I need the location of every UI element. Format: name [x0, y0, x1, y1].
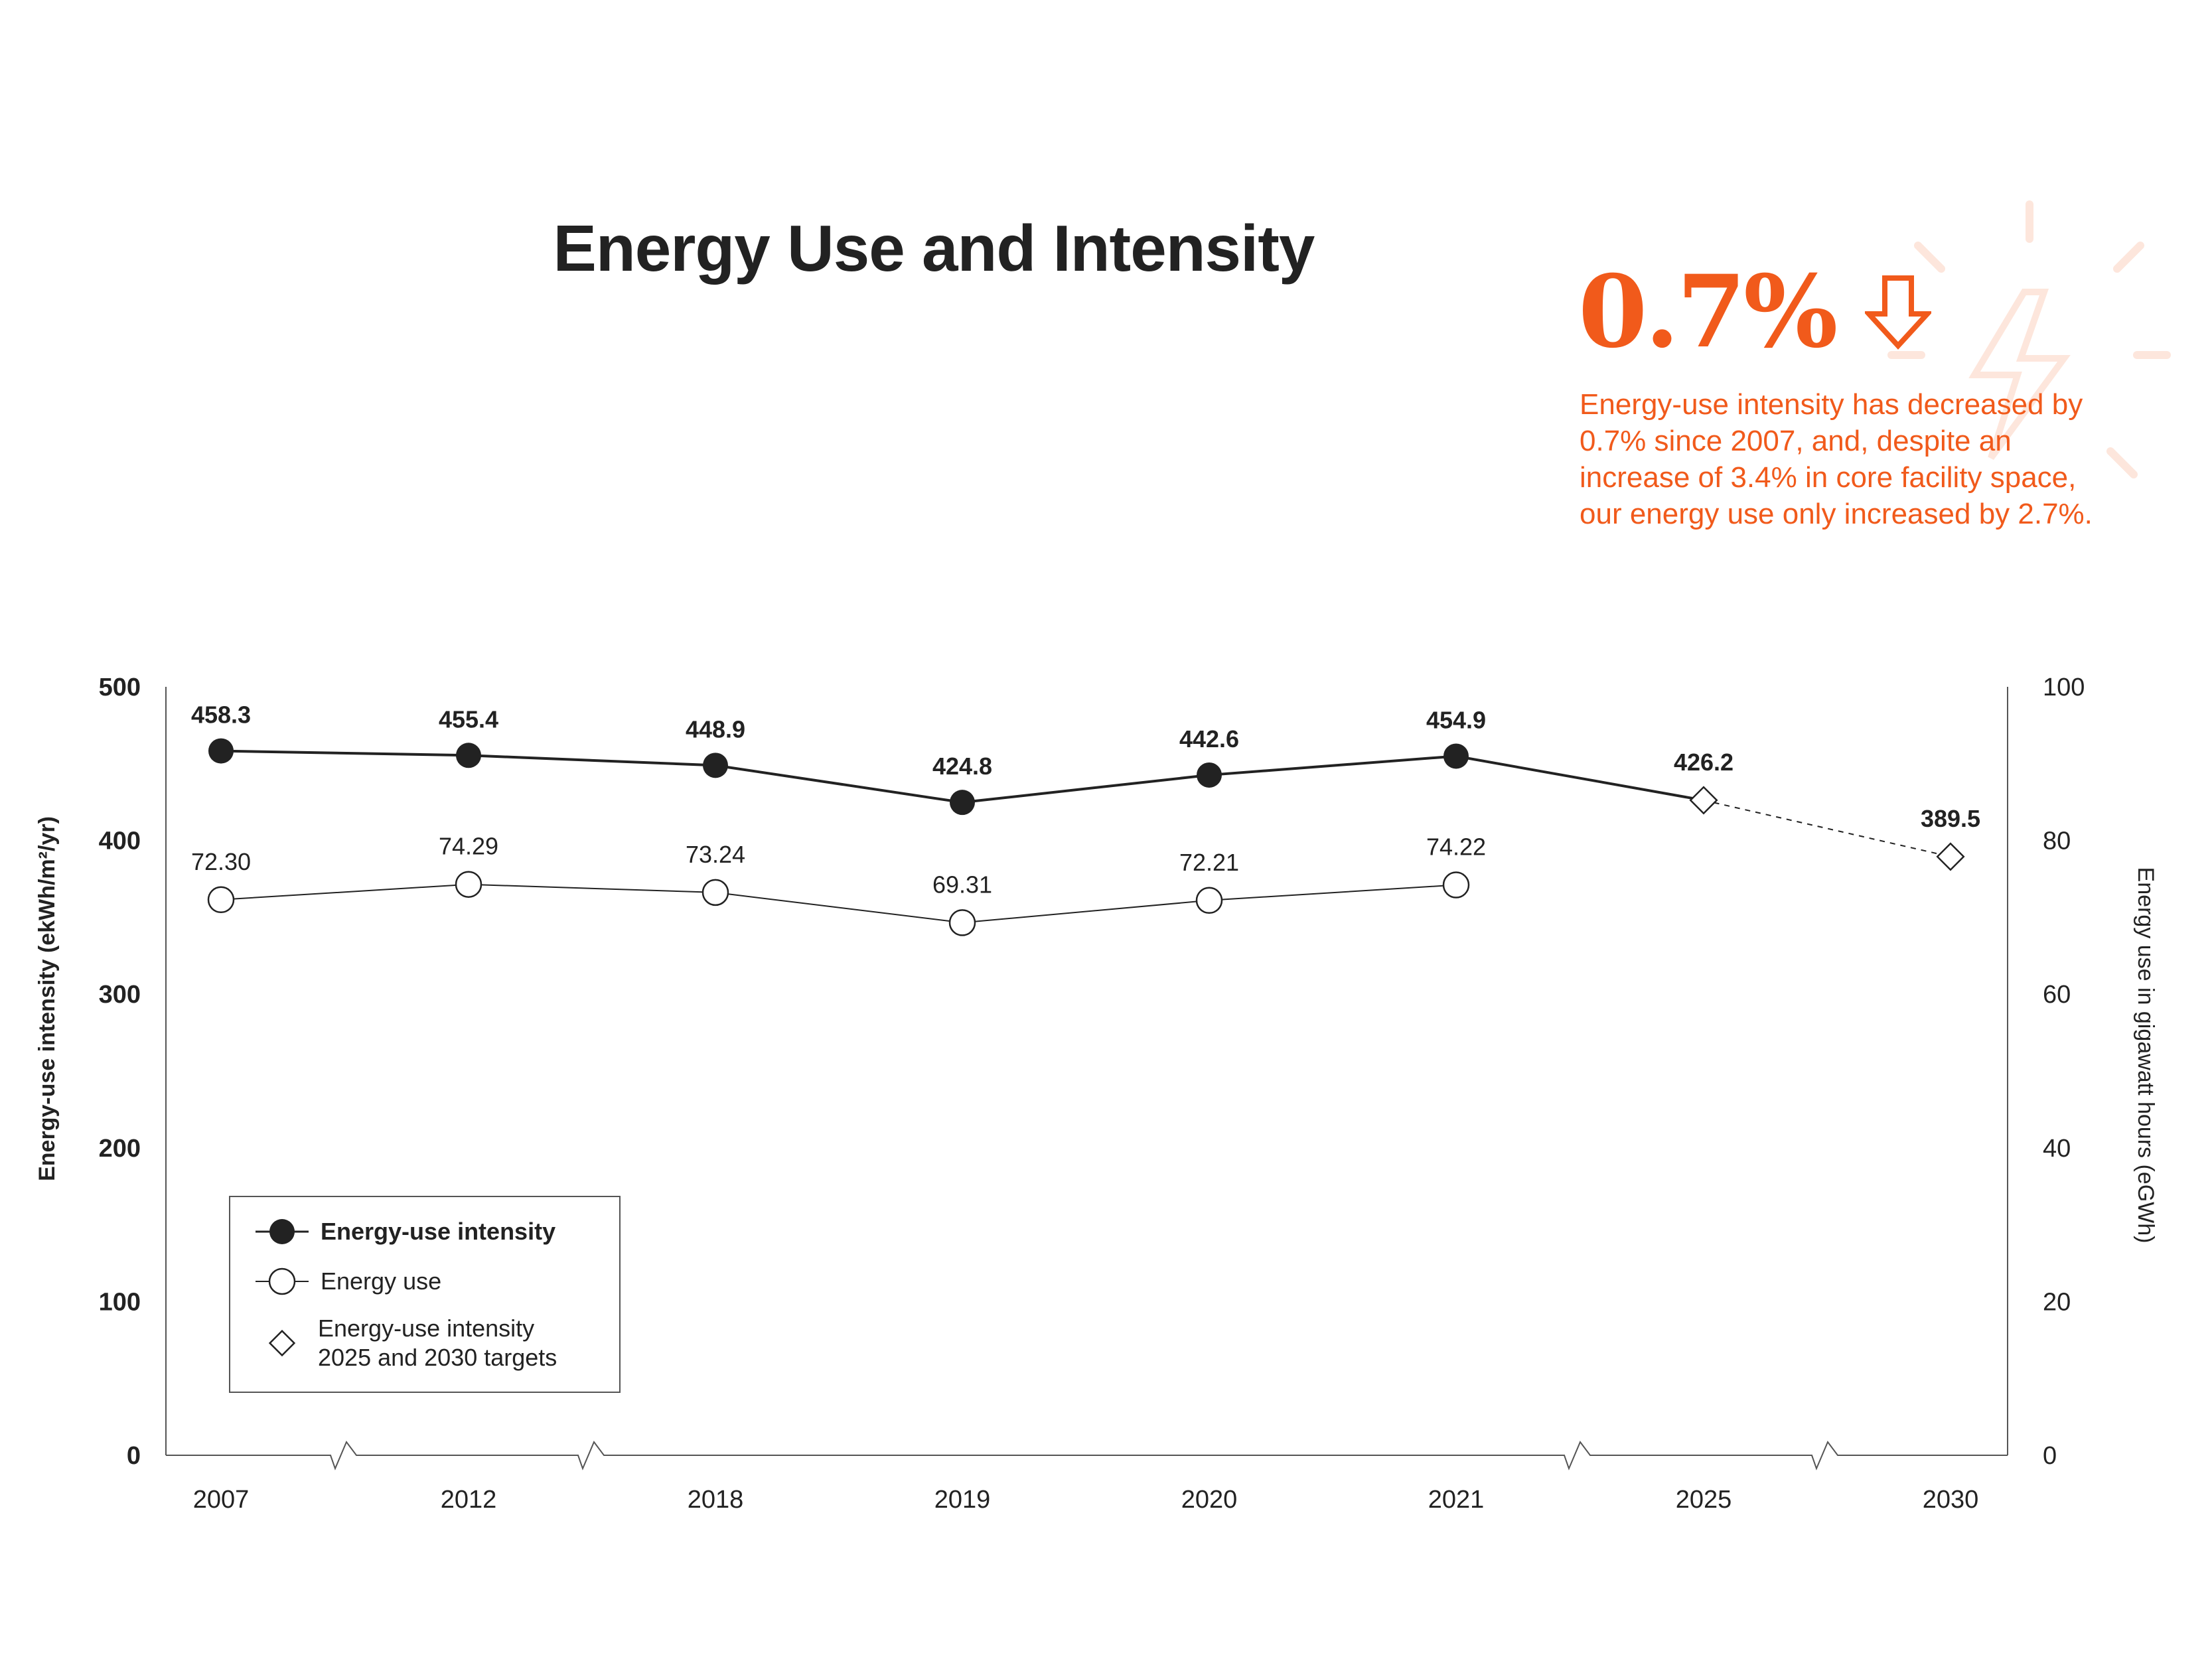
x-tick-label: 2019 — [934, 1486, 991, 1514]
data-label-energy-use-intensity: 448.9 — [686, 715, 745, 743]
legend-label: Energy-use intensity — [321, 1218, 556, 1245]
data-label-energy-use-intensity: 454.9 — [1426, 706, 1486, 733]
x-axis-line — [166, 1441, 2008, 1471]
data-point-energy-use-intensity — [703, 753, 728, 778]
data-point-energy-use — [455, 871, 482, 898]
y-right-tick-label: 0 — [2043, 1442, 2057, 1470]
y-left-tick-label: 100 — [99, 1288, 141, 1316]
legend-label-line2: 2025 and 2030 targets — [318, 1344, 557, 1371]
down-arrow-icon — [1862, 275, 1933, 350]
y-left-tick-label: 200 — [99, 1135, 141, 1163]
legend-item-energy-use-intensity: Energy-use intensity — [256, 1212, 555, 1252]
chart-title: Energy Use and Intensity — [553, 212, 1315, 285]
legend-label-line1: Energy-use intensity — [318, 1315, 535, 1342]
data-label-target: 426.2 — [1674, 749, 1733, 776]
ticks-group: 0 100 200 300 400 500 0 20 40 60 80 100 2007 2012 2018… — [99, 674, 2085, 1514]
y-left-axis-title: Energy-use intensity (ekWh/m²/yr) — [35, 816, 60, 1181]
series-line-energy-use-intensity — [220, 749, 1457, 804]
y-left-tick-label: 0 — [127, 1442, 141, 1470]
target-line-dashed — [1703, 799, 1951, 857]
x-tick-label: 2021 — [1428, 1486, 1485, 1514]
callout-value: 0.7% — [1578, 262, 1933, 362]
y-right-tick-label: 40 — [2043, 1135, 2071, 1163]
data-point-target — [1689, 786, 1718, 815]
target-line-solid — [1455, 755, 1704, 802]
y-left-tick-label: 400 — [99, 828, 141, 855]
series-group: 458.3 455.4 448.9 424.8 442.6 454.9 72.30 74.29… — [191, 701, 1980, 936]
filled-circle-icon — [256, 1212, 309, 1252]
y-right-tick-label: 20 — [2043, 1288, 2071, 1316]
data-label-energy-use-intensity: 455.4 — [439, 705, 498, 733]
data-point-energy-use-intensity — [456, 743, 481, 768]
x-tick-label: 2007 — [193, 1486, 250, 1514]
data-point-target — [1936, 842, 1965, 871]
y-left-tick-label: 500 — [99, 674, 141, 701]
data-point-energy-use-intensity — [1197, 762, 1222, 788]
open-diamond-icon — [256, 1323, 309, 1363]
legend: Energy-use intensity Energy use Energy-u… — [229, 1196, 621, 1393]
data-label-energy-use-intensity: 458.3 — [191, 701, 251, 729]
x-tick-label: 2025 — [1676, 1486, 1732, 1514]
data-label-energy-use: 73.24 — [686, 841, 745, 868]
x-tick-label: 2030 — [1923, 1486, 1979, 1514]
y-right-tick-label: 100 — [2043, 674, 2085, 701]
data-label-energy-use: 74.29 — [439, 833, 498, 860]
data-label-energy-use-intensity: 442.6 — [1179, 725, 1239, 753]
y-right-tick-label: 60 — [2043, 981, 2071, 1009]
legend-item-energy-use: Energy use — [256, 1262, 441, 1301]
data-label-energy-use: 69.31 — [932, 871, 992, 898]
data-label-energy-use: 74.22 — [1426, 833, 1486, 861]
data-point-energy-use — [1195, 887, 1223, 914]
data-label-energy-use: 72.21 — [1179, 849, 1239, 876]
axes — [165, 687, 2008, 1471]
y-left-tick-label: 300 — [99, 981, 141, 1009]
data-point-energy-use — [1442, 871, 1470, 899]
legend-label: Energy use — [321, 1267, 442, 1295]
data-point-energy-use-intensity — [950, 790, 975, 816]
legend-label-multiline: Energy-use intensity 2025 and 2030 targe… — [318, 1314, 557, 1372]
data-point-energy-use-intensity — [208, 738, 234, 764]
x-tick-label: 2018 — [688, 1486, 744, 1514]
data-point-energy-use — [207, 886, 235, 914]
open-circle-icon — [256, 1262, 309, 1301]
data-label-energy-use: 72.30 — [191, 848, 251, 875]
data-label-energy-use-intensity: 424.8 — [932, 753, 992, 780]
y-right-axis-title: Energy use in gigawatt hours (eGWh) — [2133, 867, 2158, 1244]
series-line-energy-use — [220, 883, 1457, 924]
data-point-energy-use — [948, 909, 976, 936]
callout-description: Energy-use intensity has decreased by 0.… — [1580, 388, 2093, 530]
data-point-energy-use — [701, 879, 729, 906]
data-label-target: 389.5 — [1921, 805, 1980, 832]
data-point-energy-use-intensity — [1443, 743, 1469, 769]
legend-item-targets: Energy-use intensity 2025 and 2030 targe… — [256, 1314, 557, 1372]
x-tick-label: 2020 — [1181, 1486, 1238, 1514]
y-right-tick-label: 80 — [2043, 828, 2071, 855]
x-tick-label: 2012 — [441, 1486, 497, 1514]
